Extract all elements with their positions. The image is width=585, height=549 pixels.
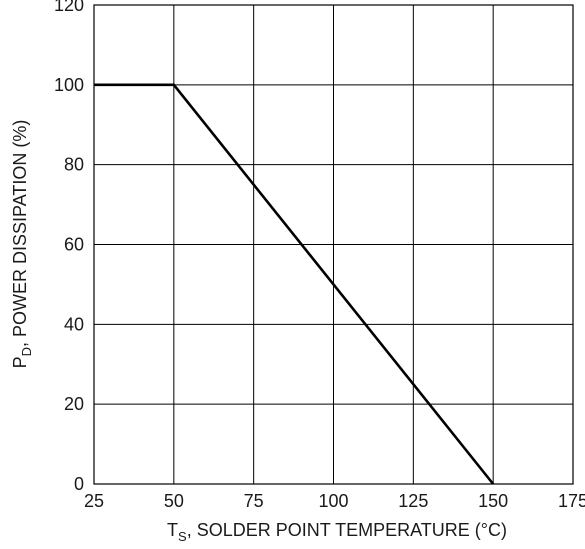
y-tick-labels: 0 20 40 60 80 100 120 — [54, 0, 84, 494]
y-axis-title-subscript: D — [19, 347, 34, 356]
y-axis-title-rest: , POWER DISSIPATION (%) — [10, 120, 30, 347]
y-tick-label: 80 — [64, 155, 84, 175]
x-tick-labels: 25 50 75 100 125 150 175 — [84, 491, 585, 511]
y-tick-label: 40 — [64, 314, 84, 334]
series-layer — [94, 85, 493, 484]
x-tick-label: 150 — [478, 491, 508, 511]
x-tick-label: 50 — [164, 491, 184, 511]
y-tick-label: 120 — [54, 0, 84, 15]
x-axis-title-rest: , SOLDER POINT TEMPERATURE (°C) — [187, 520, 507, 540]
x-tick-label: 25 — [84, 491, 104, 511]
y-axis-title-main: P — [10, 356, 30, 368]
x-axis-title-main: T — [167, 520, 178, 540]
x-tick-label: 125 — [398, 491, 428, 511]
grid-lines — [94, 5, 573, 484]
x-axis-title-subscript: S — [178, 529, 187, 544]
x-tick-label: 75 — [244, 491, 264, 511]
series-line — [94, 85, 493, 484]
y-tick-label: 60 — [64, 235, 84, 255]
y-tick-label: 100 — [54, 75, 84, 95]
x-axis-title: TS, SOLDER POINT TEMPERATURE (°C) — [167, 520, 507, 544]
x-tick-label: 100 — [318, 491, 348, 511]
y-tick-label: 20 — [64, 394, 84, 414]
x-tick-label: 175 — [558, 491, 585, 511]
y-tick-label: 0 — [74, 474, 84, 494]
y-axis-title: PD, POWER DISSIPATION (%) — [10, 120, 34, 369]
